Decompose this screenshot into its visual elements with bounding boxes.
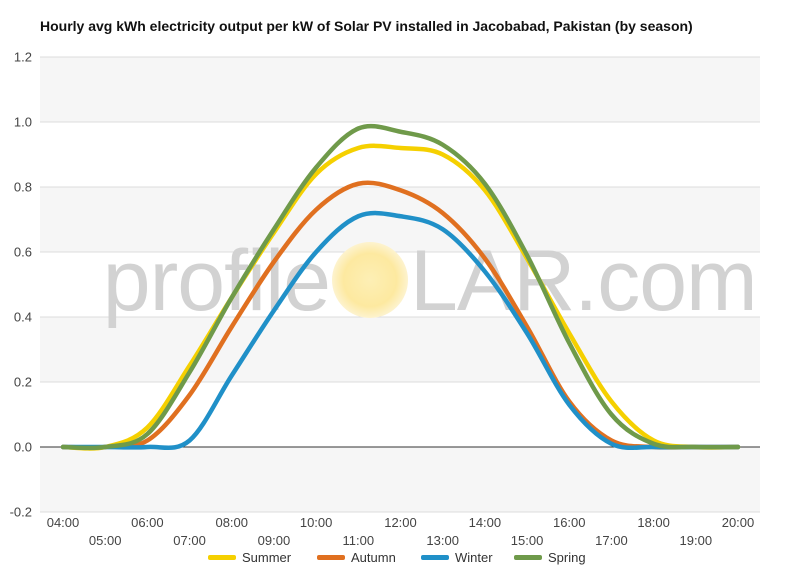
y-tick-label: 1.0 [14, 115, 32, 130]
y-tick-label: 0.0 [14, 440, 32, 455]
grid-band [40, 447, 760, 512]
legend-swatch [421, 555, 449, 560]
legend-swatch [317, 555, 345, 560]
y-tick-label: 0.6 [14, 245, 32, 260]
grid-band [40, 317, 760, 382]
y-tick-label: 0.8 [14, 180, 32, 195]
y-tick-label: 1.2 [14, 50, 32, 65]
alternating-bands [40, 57, 760, 512]
legend-item-summer[interactable]: Summer [208, 550, 292, 565]
series-line-winter [60, 210, 741, 451]
x-tick-label: 18:00 [637, 515, 670, 530]
series-lines [60, 123, 741, 451]
x-tick-label: 09:00 [258, 533, 291, 548]
legend-label: Winter [455, 550, 493, 565]
y-tick-label: 0.4 [14, 310, 32, 325]
x-tick-label: 15:00 [511, 533, 544, 548]
x-tick-label: 17:00 [595, 533, 628, 548]
legend-label: Spring [548, 550, 586, 565]
y-tick-label: 0.2 [14, 375, 32, 390]
legend-swatch [208, 555, 236, 560]
y-tick-label: -0.2 [10, 505, 32, 520]
legend-item-winter[interactable]: Winter [421, 550, 493, 565]
x-tick-label: 06:00 [131, 515, 164, 530]
watermark: profile LAR.com [103, 233, 758, 329]
x-axis-ticks: 04:00 06:00 08:00 10:00 12:00 14:00 16:00 18:00… [47, 515, 755, 548]
x-tick-label: 16:00 [553, 515, 586, 530]
x-tick-label: 12:00 [384, 515, 417, 530]
legend-item-spring[interactable]: Spring [514, 550, 586, 565]
x-tick-label: 14:00 [469, 515, 502, 530]
grid-band [40, 187, 760, 252]
legend[interactable]: Summer Autumn Winter Spring [208, 550, 586, 565]
series-line-autumn [60, 180, 741, 450]
legend-label: Summer [242, 550, 292, 565]
x-tick-label: 13:00 [426, 533, 459, 548]
y-axis-ticks: -0.2 0.0 0.2 0.4 0.6 0.8 1.0 1.2 [10, 50, 32, 520]
chart-title: Hourly avg kWh electricity output per kW… [40, 18, 693, 34]
series-line-summer [60, 143, 741, 451]
x-tick-label: 04:00 [47, 515, 80, 530]
x-tick-label: 20:00 [722, 515, 755, 530]
legend-label: Autumn [351, 550, 396, 565]
watermark-sun-logo [332, 242, 408, 318]
x-tick-label: 11:00 [343, 533, 375, 548]
legend-item-autumn[interactable]: Autumn [317, 550, 396, 565]
legend-swatch [514, 555, 542, 560]
series-line-spring [60, 123, 741, 451]
gridlines [40, 56, 760, 513]
x-tick-label: 10:00 [300, 515, 333, 530]
grid-band [40, 57, 760, 122]
x-tick-label: 05:00 [89, 533, 122, 548]
x-tick-label: 19:00 [680, 533, 713, 548]
x-tick-label: 08:00 [215, 515, 248, 530]
x-tick-label: 07:00 [173, 533, 206, 548]
